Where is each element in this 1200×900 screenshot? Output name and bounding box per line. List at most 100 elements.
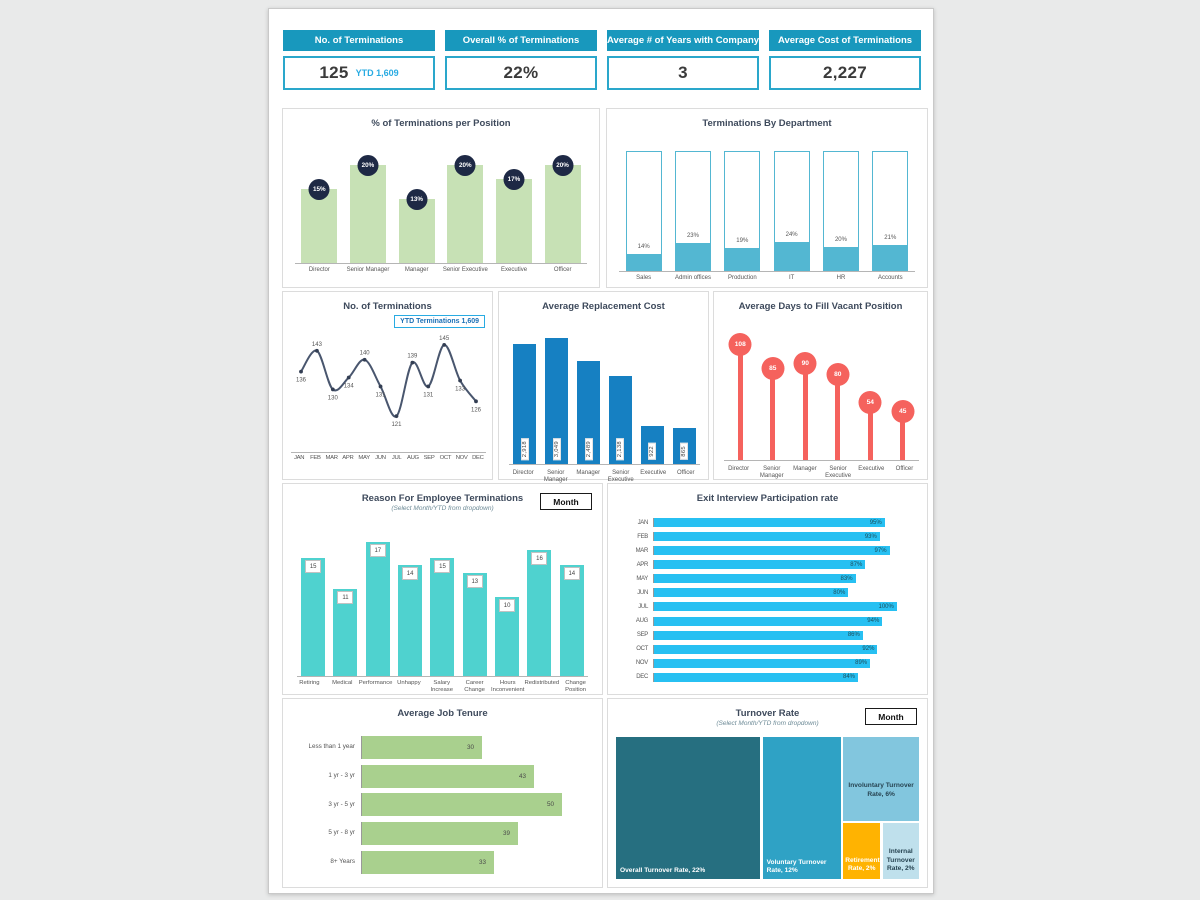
data-label: 14% [637, 244, 650, 250]
bar-row: 3 yr - 5 yr 50 [293, 793, 586, 817]
bar [462, 573, 487, 676]
bar [430, 558, 455, 676]
lollipop-stem [770, 368, 776, 460]
data-label: 2,489 [584, 437, 593, 460]
bar-fill [774, 242, 809, 270]
bar-track: 43 [361, 764, 586, 788]
chart-title: Turnover Rate [735, 708, 800, 719]
data-label-badge: 20% [552, 155, 574, 176]
bar: 39 [362, 822, 518, 846]
data-label: 11 [337, 591, 354, 604]
axis-label: APR [342, 455, 354, 461]
chart-title: No. of Terminations [343, 301, 432, 312]
ytd-terminations-badge: YTD Terminations 1,609 [394, 315, 485, 328]
thermometer-outline: 24% [773, 151, 810, 271]
axis-label: Manager [793, 466, 817, 472]
thermometer-outline: 20% [822, 151, 859, 271]
axis-label: Redistributed [524, 680, 560, 686]
axis-label: 1 yr - 3 yr [328, 771, 355, 779]
axis-label: Hours Inconvenient [491, 680, 525, 693]
bar-row: NOV 89% [622, 658, 909, 668]
lollipop-stem [900, 411, 906, 460]
column-group: 17% [492, 145, 536, 263]
axis-label: Medical [332, 680, 353, 686]
data-label-badge: 20% [357, 155, 379, 176]
axis-label: JUN [375, 455, 386, 461]
axis-label: MAY [358, 455, 370, 461]
data-label-bubble: 45 [891, 400, 915, 423]
column-group: 20% [541, 145, 585, 263]
treemap-cell: Voluntary Turnover Rate, 12% [762, 737, 841, 879]
axis-label: Accounts [877, 275, 903, 281]
data-label-bubble: 85 [761, 357, 785, 380]
data-label: 50 [546, 801, 554, 809]
kpi-value-box: 125 YTD 1,609 [283, 56, 435, 90]
axis-label: Career Change [464, 680, 485, 693]
bar: 83% [654, 574, 856, 584]
bar-row: Less than 1 year 30 [293, 735, 586, 759]
data-label: 84% [842, 674, 855, 681]
axis-label: IT [788, 275, 795, 281]
data-label: 30 [466, 743, 474, 751]
axis-label: Unhappy [397, 680, 421, 686]
bar-fill [675, 243, 710, 270]
panel-average-replacement-cost: Average Replacement Cost 2,918 3,049 2,489… [498, 291, 709, 483]
bar: 86% [654, 630, 863, 640]
column-group: 2,918 [511, 332, 539, 464]
data-point [315, 348, 319, 353]
chart-title: Reason For Employee Terminations [361, 493, 524, 504]
axis-label: Executive [501, 267, 528, 273]
column-group: 15 [298, 526, 328, 676]
month-dropdown-button[interactable]: Month [540, 493, 592, 510]
panel-turnover-rate: Turnover Rate (Select Month/YTD from dro… [607, 698, 928, 888]
data-label: 87% [850, 561, 863, 568]
bar [349, 165, 386, 263]
axis-label: Director [728, 466, 750, 472]
column-group: 20% [819, 147, 863, 271]
bar-track: 84% [653, 672, 909, 682]
bar-fill [725, 248, 760, 270]
data-point [394, 414, 399, 419]
x-axis: Retiring Medical Performance Unhappy Salary … [293, 678, 592, 694]
bar: 80% [654, 588, 849, 598]
data-label: 139 [407, 354, 418, 360]
data-point [299, 369, 303, 374]
data-point [474, 399, 478, 404]
column-chart-termination-reasons: 15 11 17 14 15 13 10 16 14 [297, 526, 588, 677]
axis-label: FEB [637, 533, 648, 540]
data-point [410, 360, 415, 365]
column-group: 14% [622, 147, 666, 271]
axis-label: OCT [439, 455, 452, 461]
panel-average-job-tenure: Average Job Tenure Less than 1 year 30 1 y… [282, 698, 603, 888]
treemap-cell: Involuntary Turnover Rate, 6% [843, 737, 919, 822]
lollipop-stem [737, 344, 743, 460]
bar-track: 30 [361, 735, 586, 759]
axis-label: Sales [636, 275, 652, 281]
lollipop-group: 85 [758, 328, 788, 460]
data-label: 100% [878, 603, 894, 610]
kpi-value: 22% [503, 63, 539, 82]
data-label: 83% [840, 575, 853, 582]
axis-label: JUN [637, 589, 648, 596]
data-label: 93% [864, 533, 877, 540]
axis-label: Less than 1 year [308, 742, 355, 750]
kpi-header: No. of Terminations [283, 30, 435, 51]
bar: 43 [362, 764, 534, 788]
bar [577, 361, 601, 464]
bar-fill [823, 247, 858, 270]
bar-row: JUL 100% [622, 602, 909, 612]
bar-track: 83% [653, 574, 909, 584]
column-group: 23% [671, 147, 715, 271]
dashboard-sheet: No. of Terminations 125 YTD 1,609 Overal… [268, 8, 934, 894]
data-label: 95% [869, 519, 882, 526]
x-axis: Director Senior Manager Manager Senior Exec… [722, 464, 921, 480]
panel-monthly-terminations: No. of Terminations YTD Terminations 1,6… [282, 291, 493, 480]
chart-title: Terminations By Department [702, 118, 832, 129]
kpi-value: 3 [678, 63, 688, 82]
column-group: 20% [443, 145, 487, 263]
month-dropdown-button[interactable]: Month [865, 708, 917, 725]
kpi-no-of-terminations: No. of Terminations 125 YTD 1,609 [283, 30, 435, 90]
data-point [362, 357, 367, 362]
axis-label: SEP [636, 632, 648, 639]
column-group: 3,049 [543, 332, 571, 464]
